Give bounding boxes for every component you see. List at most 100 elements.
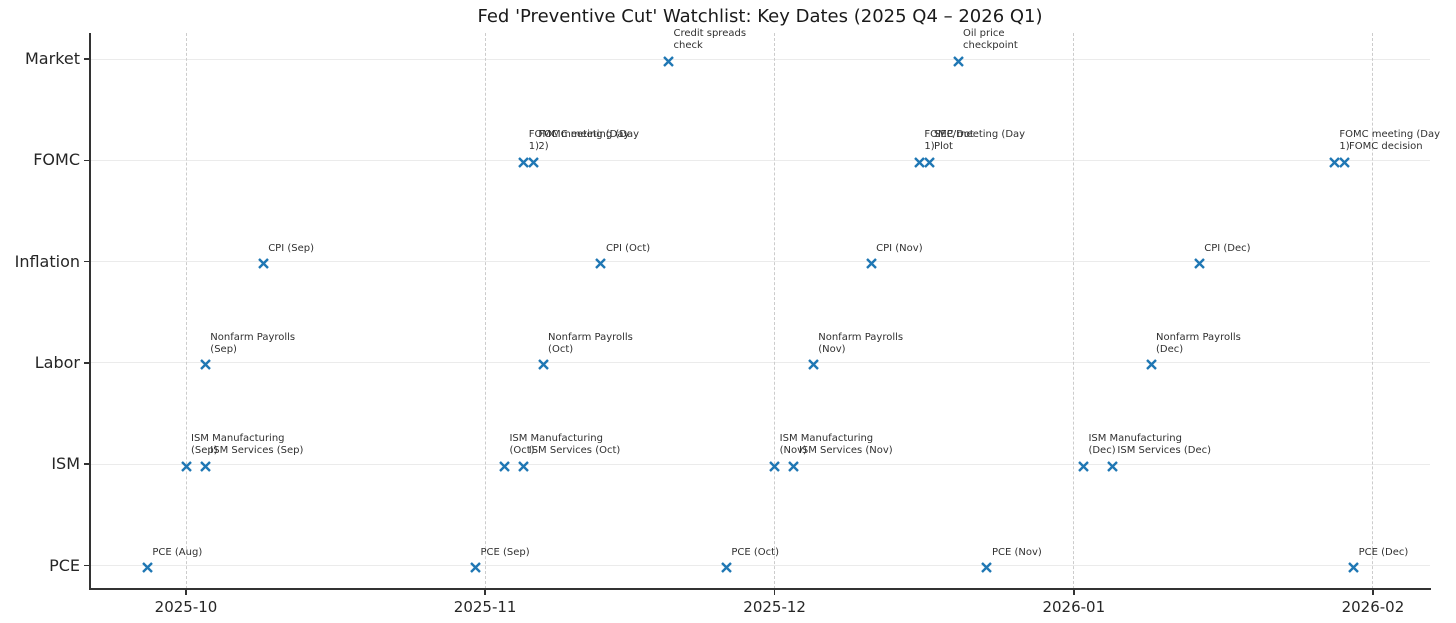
event-label-line: PCE (Sep)	[480, 546, 530, 558]
event-label-line: CPI (Dec)	[1204, 242, 1251, 254]
event-label-line: CPI (Nov)	[876, 242, 923, 254]
event-label: FOMC decision	[1349, 141, 1423, 153]
event-label: ISM Manufacturing (Oct)	[509, 433, 603, 457]
event-label: Nonfarm Payrolls (Nov)	[818, 332, 903, 356]
event-label: FOMC meeting (Day 1)	[529, 129, 630, 153]
event-label-line: PCE (Aug)	[152, 546, 203, 558]
marker-x-icon	[1145, 356, 1158, 371]
y-tick-label-labor: Labor	[34, 352, 80, 372]
chart-title: Fed 'Preventive Cut' Watchlist: Key Date…	[477, 6, 1043, 27]
event-label: ISM Services (Oct)	[529, 445, 621, 457]
event-label-line: ISM Manufacturing	[779, 433, 874, 445]
x-axis-spine	[89, 588, 1431, 590]
marker-x-icon	[517, 458, 530, 472]
event-label-line: 1)	[1339, 141, 1350, 153]
gridline-horizontal	[90, 261, 1430, 263]
event-label: FOMC meeting (Day 1)	[1339, 129, 1440, 153]
gridline-horizontal	[90, 362, 1430, 364]
event-label: SEP/Dot Plot	[934, 129, 974, 153]
event-label-line: 1)	[528, 141, 540, 153]
marker-x-icon	[768, 458, 781, 472]
event-label: PCE (Oct)	[731, 547, 779, 559]
x-tick-label: 2026-01	[1042, 598, 1106, 616]
event-label-line: FOMC meeting (Day	[924, 129, 1026, 141]
event-label: Credit spreads check	[674, 28, 747, 52]
gridline-horizontal	[90, 159, 1430, 161]
y-tick	[84, 159, 90, 162]
event-label: ISM Manufacturing (Sep)	[191, 433, 285, 457]
y-tick-label-market: Market	[25, 49, 80, 68]
event-label: ISM Services (Dec)	[1117, 445, 1211, 457]
marker-x-icon	[257, 255, 270, 269]
marker-x-icon	[1347, 559, 1360, 573]
marker-x-icon	[1193, 255, 1206, 269]
event-label-line: CPI (Sep)	[268, 242, 314, 254]
event-label-line: (Oct)	[509, 445, 535, 457]
event-label-line: (Dec)	[1088, 445, 1116, 457]
event-label-line: ISM Manufacturing	[509, 433, 603, 445]
marker-x-icon	[527, 154, 540, 168]
event-label-line: Nonfarm Payrolls	[818, 331, 904, 343]
marker-x-icon	[537, 356, 550, 371]
event-label-line: PCE (Dec)	[1358, 546, 1409, 558]
event-label: PCE (Nov)	[992, 547, 1042, 559]
gridline-horizontal	[90, 463, 1430, 465]
event-label-line: (Nov)	[779, 445, 807, 457]
marker-x-icon	[498, 458, 511, 472]
event-label-line: 1)	[924, 141, 935, 153]
event-label-line: CPI (Oct)	[605, 242, 651, 254]
event-label: ISM Manufacturing (Dec)	[1088, 433, 1182, 457]
event-label-line: ISM Manufacturing	[1088, 433, 1182, 445]
event-label-line: PCE (Oct)	[731, 546, 779, 558]
event-label-line: ISM Manufacturing	[191, 433, 285, 445]
event-label: Nonfarm Payrolls (Dec)	[1156, 332, 1241, 356]
event-label: Nonfarm Payrolls (Sep)	[210, 332, 295, 356]
y-tick-label-pce: PCE	[49, 555, 80, 575]
event-label: FOMC meeting (Day 1)	[924, 129, 1025, 153]
event-label: PCE (Dec)	[1359, 547, 1409, 559]
event-label-line: FOMC meeting (Day	[1339, 129, 1441, 141]
gridline-vertical	[774, 33, 776, 589]
x-tick-label: 2025-10	[154, 598, 218, 616]
event-label: CPI (Nov)	[876, 243, 922, 255]
event-label: ISM Services (Nov)	[799, 445, 893, 457]
event-label-line: Nonfarm Payrolls	[210, 331, 296, 343]
event-label-line: PCE (Nov)	[991, 546, 1042, 558]
y-tick	[84, 564, 90, 567]
gridline-vertical	[1372, 33, 1374, 589]
event-label-line: (Oct)	[548, 343, 574, 355]
event-label-line: Credit spreads	[673, 28, 747, 39]
x-tick	[1073, 589, 1075, 595]
event-label-line: Plot	[934, 141, 953, 153]
marker-x-icon	[517, 154, 530, 168]
event-label-line: (Sep)	[210, 343, 237, 355]
event-label: FOMC meeting (Day 2)	[538, 129, 639, 153]
event-label-line: Nonfarm Payrolls	[548, 331, 633, 343]
event-label-line: FOMC decision	[1349, 141, 1423, 153]
x-tick-label: 2026-02	[1341, 598, 1405, 616]
marker-x-icon	[199, 356, 212, 371]
event-label: ISM Manufacturing (Nov)	[780, 433, 874, 457]
marker-x-icon	[469, 559, 482, 573]
event-label: PCE (Sep)	[481, 547, 530, 559]
x-tick	[484, 589, 486, 595]
y-tick-label-ism: ISM	[51, 454, 80, 474]
gridline-vertical	[1073, 33, 1075, 589]
gridline-horizontal	[90, 565, 1430, 566]
marker-x-icon	[807, 356, 820, 371]
event-label: CPI (Sep)	[268, 243, 314, 255]
event-label: ISM Services (Sep)	[210, 445, 303, 457]
event-label: CPI (Dec)	[1204, 243, 1250, 255]
marker-x-icon	[1106, 458, 1119, 472]
event-label-line: SEP/Dot	[934, 129, 974, 141]
marker-x-icon	[141, 559, 154, 573]
marker-x-icon	[199, 458, 212, 472]
y-tick-label-fomc: FOMC	[33, 150, 80, 170]
marker-x-icon	[662, 53, 675, 67]
marker-x-icon	[865, 255, 878, 269]
marker-x-icon	[594, 255, 607, 269]
event-label-line: ISM Services (Oct)	[528, 445, 621, 457]
